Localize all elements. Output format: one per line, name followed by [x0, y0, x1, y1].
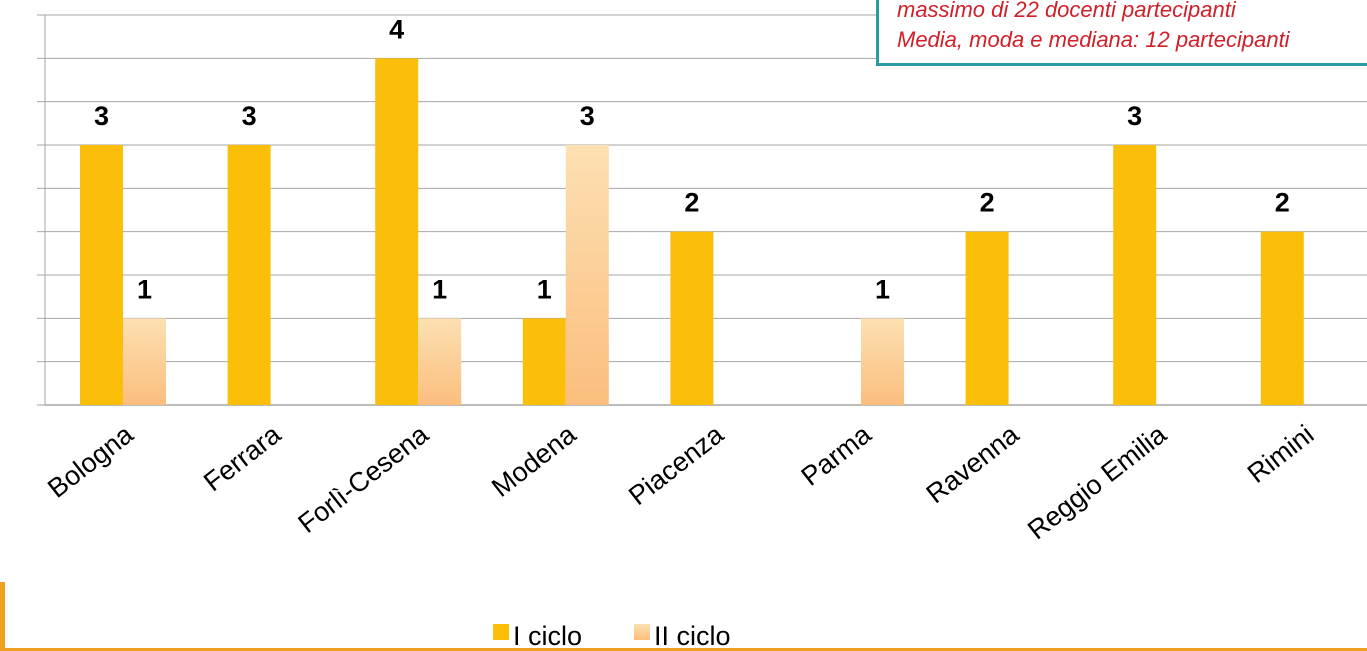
note-line-1: massimo di 22 docenti partecipanti — [897, 0, 1236, 22]
legend-swatch-ii-ciclo — [634, 624, 650, 640]
value-label: 3 — [242, 101, 257, 131]
category-label: Ferrara — [198, 418, 287, 497]
category-label: Reggio Emilia — [1022, 418, 1173, 545]
bar-i-ciclo — [965, 231, 1009, 405]
value-label: 4 — [389, 14, 404, 44]
bar-ii-ciclo — [418, 318, 462, 405]
bar-ii-ciclo — [565, 145, 609, 405]
category-label: Forlì-Cesena — [292, 418, 434, 538]
legend: I ciclo II ciclo — [493, 621, 731, 651]
value-label: 3 — [1127, 101, 1142, 131]
value-labels: 3 1 3 4 1 1 3 2 1 2 3 2 — [94, 14, 1290, 304]
value-label: 2 — [684, 188, 699, 218]
bar-i-ciclo — [522, 318, 566, 405]
category-labels: Bologna Ferrara Forlì-Cesena Modena Piacenza… — [42, 418, 1319, 545]
category-label: Rimini — [1242, 419, 1320, 489]
bar-i-ciclo — [375, 58, 419, 405]
bar-i-ciclo — [80, 145, 123, 405]
bar-ii-ciclo — [861, 318, 904, 405]
category-label: Modena — [486, 418, 582, 502]
bars — [80, 58, 1304, 405]
bar-ii-ciclo — [123, 318, 166, 405]
category-label: Bologna — [42, 418, 139, 503]
bar-i-ciclo — [227, 145, 271, 405]
legend-label-i-ciclo: I ciclo — [513, 621, 582, 651]
value-label: 3 — [94, 101, 109, 131]
bottom-accent-line — [0, 648, 1367, 651]
bar-i-ciclo — [1113, 145, 1157, 405]
value-label: 1 — [875, 274, 890, 304]
value-label: 3 — [580, 101, 595, 131]
bar-i-ciclo — [670, 231, 714, 405]
value-label: 2 — [980, 188, 995, 218]
note-box: massimo di 22 docenti partecipanti Media… — [876, 0, 1367, 66]
legend-swatch-i-ciclo — [493, 624, 509, 640]
category-label: Parma — [796, 418, 878, 491]
note-line-2: Media, moda e mediana: 12 partecipanti — [897, 27, 1290, 52]
category-label: Piacenza — [623, 418, 730, 511]
legend-label-ii-ciclo: II ciclo — [654, 621, 731, 651]
value-label: 1 — [137, 274, 152, 304]
value-label: 2 — [1275, 188, 1290, 218]
value-label: 1 — [537, 274, 552, 304]
value-label: 1 — [432, 274, 447, 304]
left-accent-bar — [0, 582, 5, 651]
bar-i-ciclo — [1260, 231, 1304, 405]
category-label: Ravenna — [921, 418, 1025, 509]
